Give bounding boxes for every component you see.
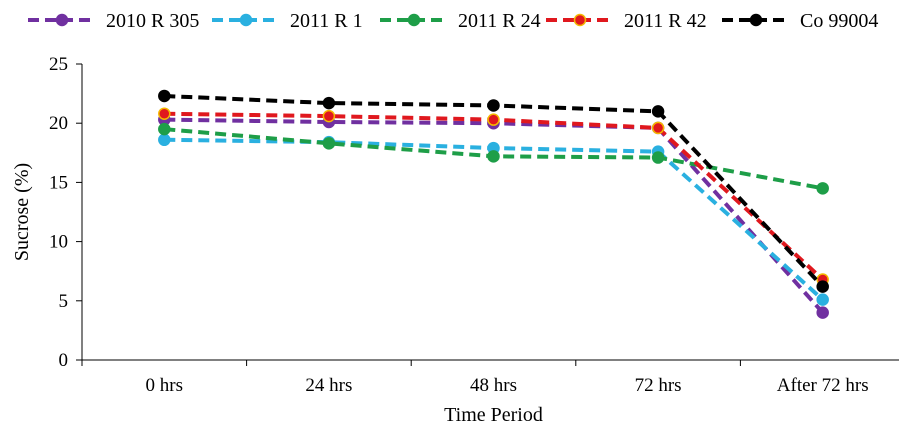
data-point xyxy=(816,293,829,306)
data-point xyxy=(158,133,171,147)
legend-label: Co 99004 xyxy=(800,10,878,32)
y-tick-label: 15 xyxy=(49,172,68,193)
y-axis-ticks: 0 5 10 15 20 25 xyxy=(49,54,82,371)
legend-label: 2011 R 42 xyxy=(624,10,707,32)
data-point xyxy=(651,151,665,164)
data-point xyxy=(158,107,171,120)
axes: 0 5 10 15 20 25 0 hrs 24 hrs 48 hrs 72 hrs After … xyxy=(49,54,899,396)
y-tick-label: 20 xyxy=(49,113,68,134)
data-point xyxy=(816,306,829,319)
data-point xyxy=(158,89,171,103)
legend-swatch-marker xyxy=(55,13,69,27)
y-axis-title: Sucrose (%) xyxy=(11,163,33,261)
data-point xyxy=(158,122,171,136)
legend-item-co-99004: Co 99004 xyxy=(722,10,878,32)
x-tick-label: 0 hrs xyxy=(146,375,183,396)
series-2011-r-24 xyxy=(158,122,829,195)
legend-label: 2011 R 24 xyxy=(458,10,541,32)
legend-label: 2010 R 305 xyxy=(106,10,199,32)
legend-swatch-marker xyxy=(749,13,763,27)
y-tick-label: 25 xyxy=(49,54,68,75)
data-point xyxy=(816,280,829,293)
data-point xyxy=(322,96,336,110)
x-tick-label: After 72 hrs xyxy=(777,375,869,396)
legend-swatch-marker xyxy=(239,13,253,27)
legend-item-2011-r-24: 2011 R 24 xyxy=(380,10,541,32)
series-line xyxy=(164,137,825,302)
data-point xyxy=(487,113,500,126)
y-tick-label: 0 xyxy=(59,350,69,371)
plot-area xyxy=(158,89,829,319)
data-point xyxy=(322,137,336,150)
x-tick-label: 72 hrs xyxy=(635,375,682,396)
y-tick-label: 10 xyxy=(49,232,68,253)
x-tick-label: 48 hrs xyxy=(470,375,517,396)
y-tick-label: 5 xyxy=(59,291,69,312)
legend-item-2011-r-42: 2011 R 42 xyxy=(546,10,707,32)
x-axis-title: Time Period xyxy=(444,404,543,426)
series-2011-r-42 xyxy=(158,107,829,286)
data-point xyxy=(487,99,500,112)
x-axis-ticks: 0 hrs 24 hrs 48 hrs 72 hrs After 72 hrs xyxy=(81,360,869,396)
series-co-99004 xyxy=(158,89,829,293)
legend-swatch-marker xyxy=(407,13,421,27)
data-point xyxy=(651,105,665,118)
data-point xyxy=(322,109,336,123)
data-point xyxy=(487,150,500,163)
legend: 2010 R 305 2011 R 1 2011 R 24 2011 R 42 Co 9… xyxy=(28,10,878,32)
x-tick-label: 24 hrs xyxy=(305,375,352,396)
legend-swatch-marker xyxy=(573,13,587,27)
data-point xyxy=(816,182,829,195)
data-point xyxy=(651,121,665,135)
legend-item-2010-r-305: 2010 R 305 xyxy=(28,10,199,32)
legend-label: 2011 R 1 xyxy=(290,10,363,32)
legend-item-2011-r-1: 2011 R 1 xyxy=(212,10,363,32)
series-line xyxy=(164,111,825,281)
